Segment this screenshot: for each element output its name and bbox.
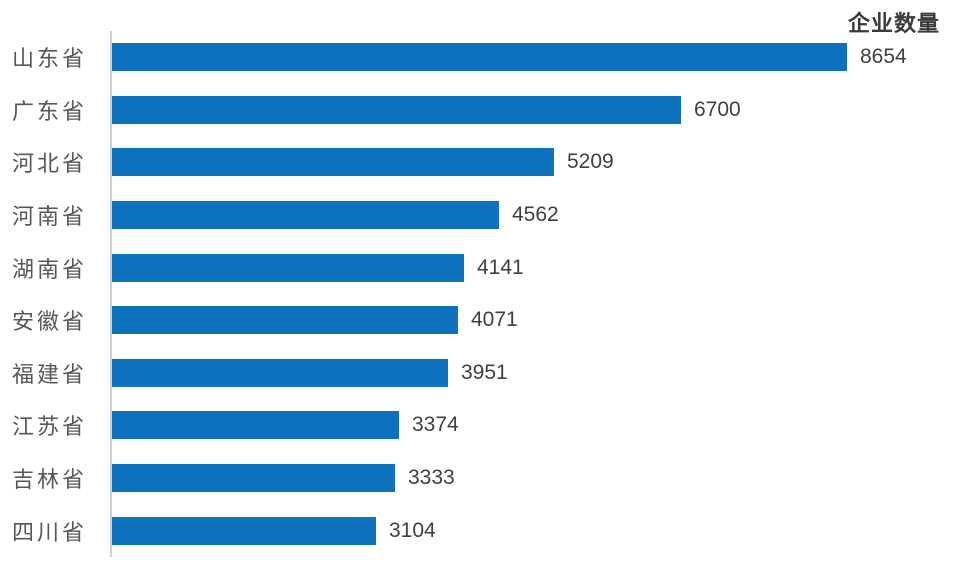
chart-row: 江苏省 3374 xyxy=(0,399,959,452)
chart-rows: 山东省 8654 广东省 6700 河北省 5209 河南省 4562 湖南省 … xyxy=(0,31,959,557)
bar-track: 8654 xyxy=(110,31,959,84)
value-label: 3104 xyxy=(389,518,436,542)
bar-track: 3104 xyxy=(110,504,959,557)
value-label: 3333 xyxy=(408,466,455,490)
category-label: 广东省 xyxy=(12,99,88,125)
category-label: 山东省 xyxy=(12,47,88,73)
bar-track: 6700 xyxy=(110,83,959,137)
chart-row: 吉林省 3333 xyxy=(0,451,959,505)
value-label: 3374 xyxy=(412,413,459,437)
category-label: 湖南省 xyxy=(12,257,88,283)
chart-row: 安徽省 4071 xyxy=(0,293,959,347)
bar xyxy=(112,358,448,387)
bar xyxy=(112,148,554,177)
chart-row: 河南省 4562 xyxy=(0,188,959,242)
category-label: 河北省 xyxy=(12,152,88,178)
bar-track: 5209 xyxy=(110,136,959,189)
bar-track: 3374 xyxy=(110,399,959,452)
bar xyxy=(112,43,847,72)
bar xyxy=(112,464,395,493)
value-label: 4141 xyxy=(477,255,524,279)
chart-row: 河北省 5209 xyxy=(0,136,959,189)
bar-track: 4141 xyxy=(110,241,959,294)
bar xyxy=(112,253,464,282)
value-label: 6700 xyxy=(694,97,741,121)
value-label: 5209 xyxy=(567,150,614,174)
category-label: 福建省 xyxy=(12,362,88,388)
chart-row: 广东省 6700 xyxy=(0,83,959,137)
chart-row: 福建省 3951 xyxy=(0,346,959,400)
value-label: 3951 xyxy=(461,360,508,384)
bar xyxy=(112,411,399,440)
value-label: 4562 xyxy=(512,203,559,227)
chart-title: 企业数量 xyxy=(847,11,940,36)
value-label: 4071 xyxy=(471,308,518,332)
chart-row: 山东省 8654 xyxy=(0,31,959,84)
bar-track: 3333 xyxy=(110,451,959,505)
chart-row: 四川省 3104 xyxy=(0,504,959,557)
value-label: 8654 xyxy=(860,45,907,69)
category-label: 江苏省 xyxy=(12,415,88,441)
bar-track: 4071 xyxy=(110,293,959,347)
category-label: 吉林省 xyxy=(12,468,88,494)
chart-row: 湖南省 4141 xyxy=(0,241,959,294)
bar-track: 4562 xyxy=(110,188,959,242)
bar-track: 3951 xyxy=(110,346,959,400)
bar xyxy=(112,201,499,230)
category-label: 安徽省 xyxy=(12,310,88,336)
bar xyxy=(112,306,458,335)
bar xyxy=(112,95,681,124)
bar xyxy=(112,516,376,545)
category-label: 河南省 xyxy=(12,205,88,231)
category-label: 四川省 xyxy=(12,520,88,546)
